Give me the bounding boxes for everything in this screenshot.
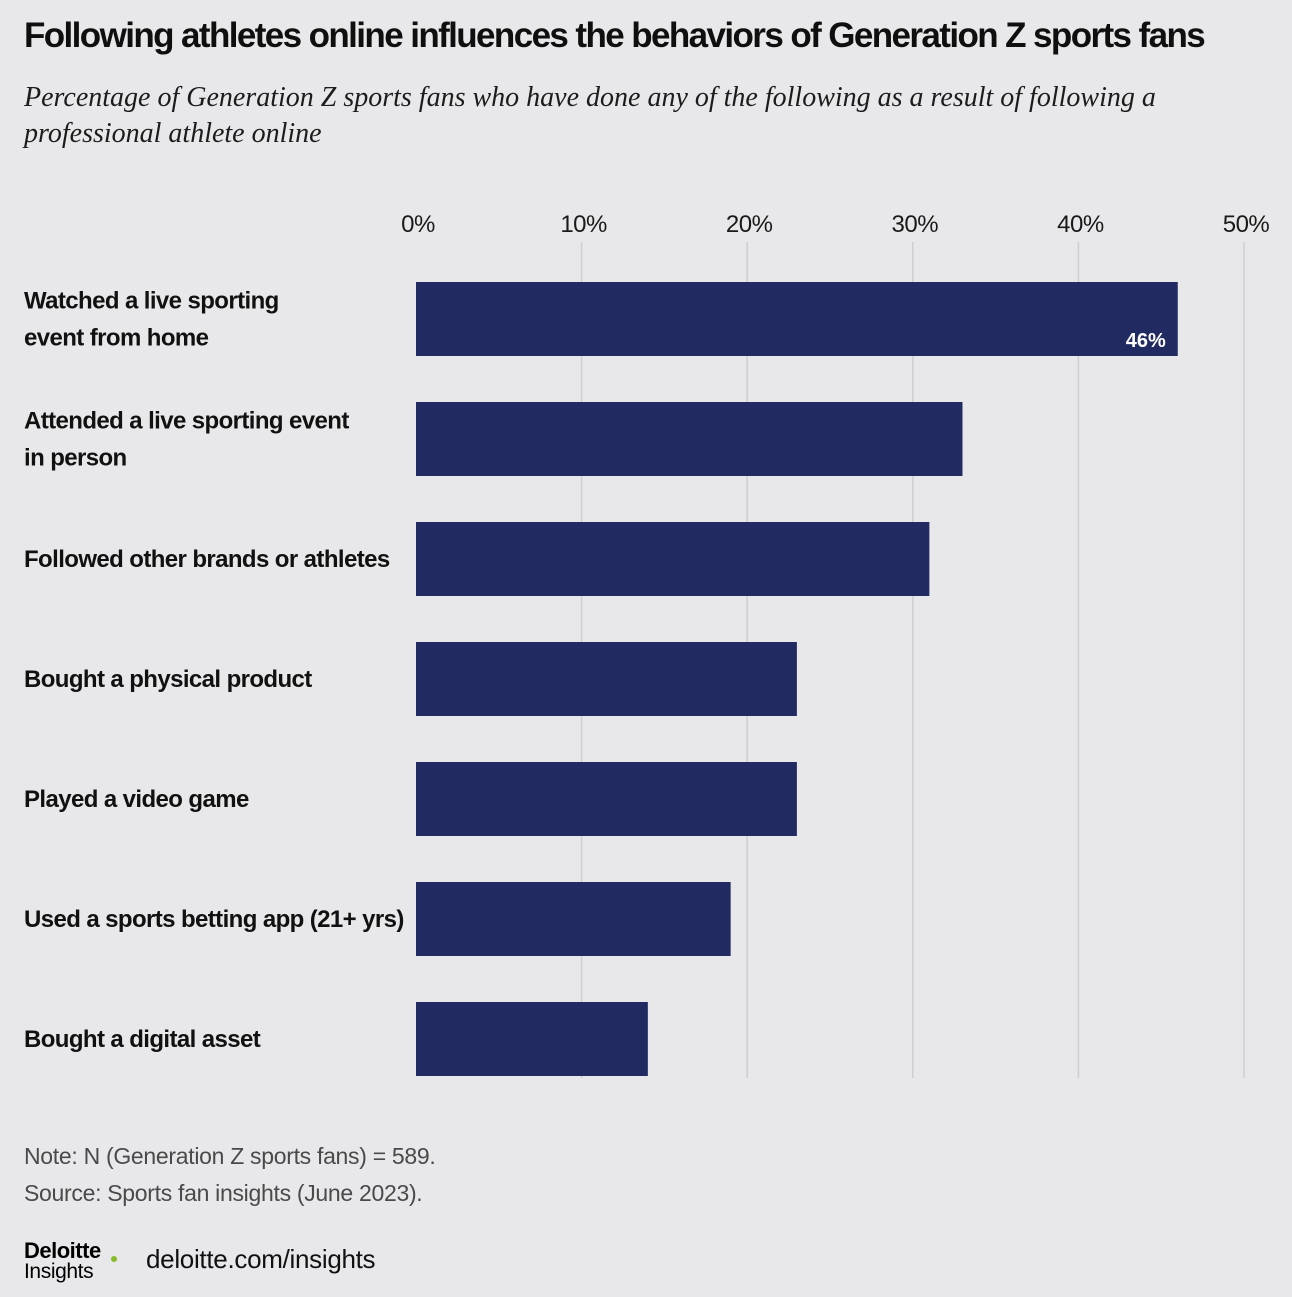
data-label: 46% xyxy=(1126,330,1166,352)
bar xyxy=(416,522,930,596)
tick-label: 20% xyxy=(726,211,773,238)
deloitte-insights-logo[interactable]: Deloitte Insights xyxy=(24,1236,144,1286)
category-label: Played a video game xyxy=(24,786,249,813)
bar xyxy=(416,1002,648,1076)
bar xyxy=(416,762,797,836)
logo-subtitle: Insights xyxy=(24,1260,94,1283)
tick-label: 50% xyxy=(1223,211,1270,238)
bar xyxy=(416,882,731,956)
chart-subtitle: Percentage of Generation Z sports fans w… xyxy=(24,82,1156,149)
category-label: Used a sports betting app (21+ yrs) xyxy=(24,906,404,933)
bar-chart: 0% 10% 20% 30% 40% 50% Watched a live sporting… xyxy=(24,211,1270,1078)
chart-title: Following athletes online influences the… xyxy=(24,16,1206,55)
bar xyxy=(416,642,797,716)
category-label: Attended a live sporting event in person xyxy=(24,408,349,472)
tick-label: 10% xyxy=(560,211,607,238)
logo-green-dot xyxy=(111,1256,117,1262)
tick-label: 0% xyxy=(401,211,435,238)
category-label: Bought a physical product xyxy=(24,666,312,693)
category-label: Followed other brands or athletes xyxy=(24,546,390,573)
note-text: Note: N (Generation Z sports fans) = 589… xyxy=(24,1143,436,1169)
tick-label: 40% xyxy=(1057,211,1104,238)
bar xyxy=(416,402,963,476)
category-label: Watched a live sporting event from home xyxy=(24,288,279,352)
notes: Note: N (Generation Z sports fans) = 589… xyxy=(24,1138,436,1212)
source-text: Source: Sports fan insights (June 2023). xyxy=(24,1180,423,1206)
bar xyxy=(416,282,1178,356)
logo-wordmark: Deloitte xyxy=(24,1238,101,1263)
tick-label: 30% xyxy=(892,211,939,238)
category-label: Bought a digital asset xyxy=(24,1026,261,1053)
site-link[interactable]: deloitte.com/insights xyxy=(146,1244,376,1274)
